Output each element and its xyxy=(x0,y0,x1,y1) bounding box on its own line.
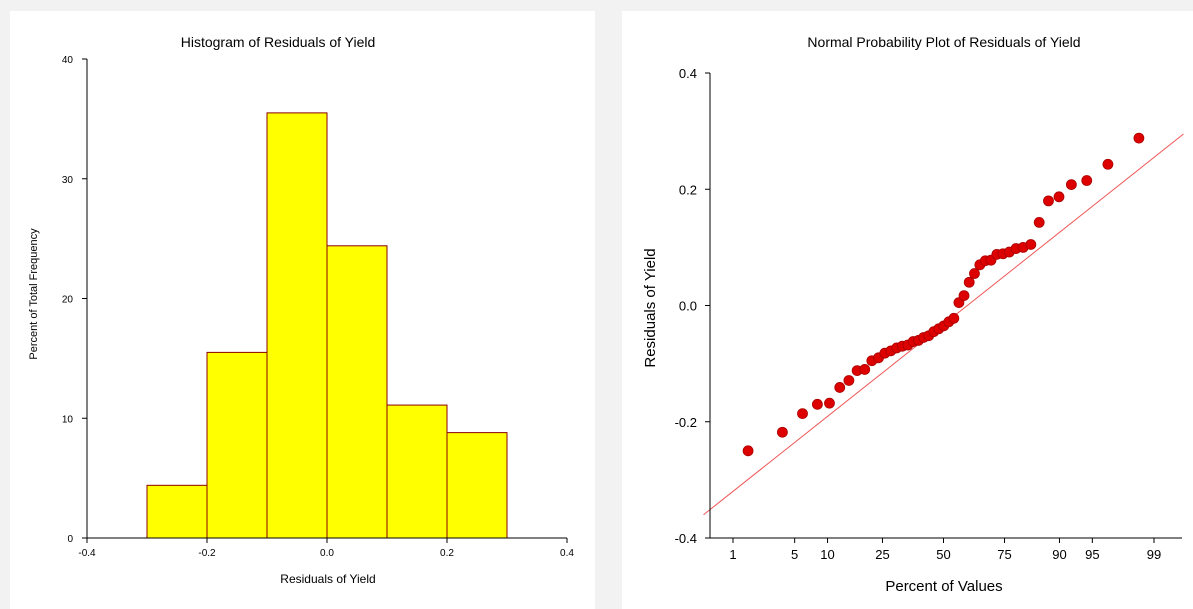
npp-x-tick-label: 5 xyxy=(791,547,798,562)
histogram-chart: Histogram of Residuals of Yield Percent … xyxy=(28,34,574,586)
histogram-bar-3 xyxy=(266,112,328,539)
npp-y-tick-label: -0.4 xyxy=(675,531,697,546)
npp-point-4 xyxy=(811,398,823,410)
npp-x-tick-label: 95 xyxy=(1085,547,1099,562)
npp-point-5 xyxy=(824,397,835,409)
histogram-bar-1 xyxy=(146,484,208,539)
npp-point-40 xyxy=(1043,195,1054,207)
npp-point-42 xyxy=(1065,179,1077,191)
npp-point-38 xyxy=(1025,239,1037,250)
npp-point-7 xyxy=(843,375,855,386)
npp-x-tick-label: 75 xyxy=(997,547,1011,562)
histogram-x-tick-label: -0.2 xyxy=(198,548,216,559)
npp-point-2 xyxy=(776,426,788,438)
npp-point-25 xyxy=(948,312,960,324)
npp-y-tick-label: 0.2 xyxy=(679,182,697,197)
npp-point-43 xyxy=(1081,175,1093,186)
npp-point-44 xyxy=(1102,158,1114,170)
npp-x-tick-label: 90 xyxy=(1052,547,1066,562)
histogram-y-tick-label: 0 xyxy=(67,534,73,545)
npp-point-9 xyxy=(859,364,871,375)
npp-point-6 xyxy=(834,382,846,393)
npp-x-tick-label: 50 xyxy=(936,547,950,562)
histogram-y-tick-label: 30 xyxy=(62,175,74,186)
npp-title: Normal Probability Plot of Residuals of … xyxy=(807,34,1080,50)
npp-point-28 xyxy=(963,276,975,288)
npp-y-tick-label: 0.0 xyxy=(679,299,697,314)
histogram-x-tick-label: 0.4 xyxy=(560,548,574,559)
npp-y-tick-label: 0.4 xyxy=(679,66,697,81)
normal-probability-panel: Normal Probability Plot of Residuals of … xyxy=(622,11,1193,609)
histogram-x-tick-label: -0.4 xyxy=(78,548,96,559)
normal-probability-chart: Normal Probability Plot of Residuals of … xyxy=(642,34,1184,595)
npp-point-3 xyxy=(797,408,808,420)
histogram-x-tick-label: 0.0 xyxy=(320,548,334,559)
npp-xlabel: Percent of Values xyxy=(885,578,1002,595)
histogram-bar-4 xyxy=(326,245,388,539)
histogram-bar-2 xyxy=(206,351,268,539)
npp-point-45 xyxy=(1133,132,1145,144)
histogram-xlabel: Residuals of Yield xyxy=(280,572,375,586)
histogram-y-tick-label: 40 xyxy=(62,55,74,66)
npp-ylabel: Residuals of Yield xyxy=(642,248,659,367)
histogram-panel: Histogram of Residuals of Yield Percent … xyxy=(10,11,595,609)
npp-x-tick-label: 25 xyxy=(875,547,889,562)
histogram-y-tick-label: 10 xyxy=(62,414,74,425)
histogram-bar-5 xyxy=(386,404,448,539)
npp-point-27 xyxy=(958,290,970,302)
npp-point-39 xyxy=(1033,216,1045,228)
histogram-x-tick-label: 0.2 xyxy=(440,548,454,559)
histogram-ylabel: Percent of Total Frequency xyxy=(28,228,40,360)
histogram-title: Histogram of Residuals of Yield xyxy=(181,34,376,50)
npp-point-1 xyxy=(742,445,754,457)
npp-point-29 xyxy=(969,268,980,279)
histogram-y-tick-label: 20 xyxy=(62,295,74,306)
histogram-bar-6 xyxy=(446,432,508,539)
npp-point-41 xyxy=(1053,191,1065,203)
npp-x-tick-label: 1 xyxy=(729,547,736,562)
npp-y-tick-label: -0.2 xyxy=(675,415,697,430)
npp-x-tick-label: 99 xyxy=(1147,547,1161,562)
npp-x-tick-label: 10 xyxy=(820,547,834,562)
